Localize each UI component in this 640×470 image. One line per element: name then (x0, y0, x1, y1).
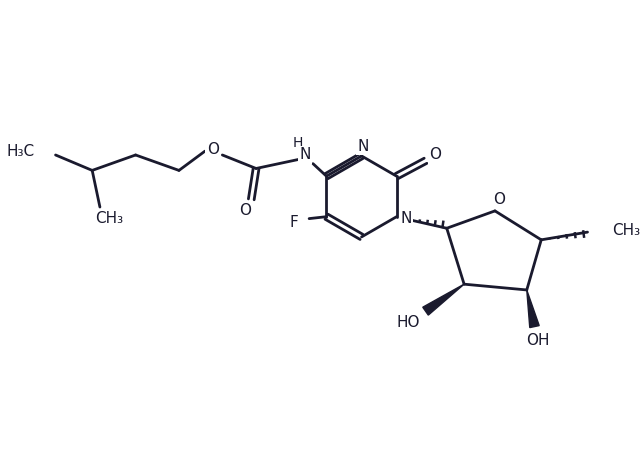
Polygon shape (423, 284, 464, 315)
Text: HO: HO (396, 315, 420, 330)
Text: O: O (207, 141, 219, 157)
Text: CH₃: CH₃ (95, 211, 124, 226)
Text: OH: OH (527, 333, 550, 348)
Text: F: F (289, 215, 298, 230)
Text: N: N (300, 148, 311, 163)
Text: H₃C: H₃C (6, 144, 35, 158)
Text: O: O (493, 192, 505, 207)
Text: N: N (401, 211, 412, 226)
Text: N: N (358, 139, 369, 154)
Text: O: O (429, 148, 441, 163)
Text: CH₃: CH₃ (612, 223, 640, 238)
Text: O: O (239, 204, 252, 219)
Polygon shape (527, 290, 540, 328)
Text: H: H (292, 136, 303, 150)
